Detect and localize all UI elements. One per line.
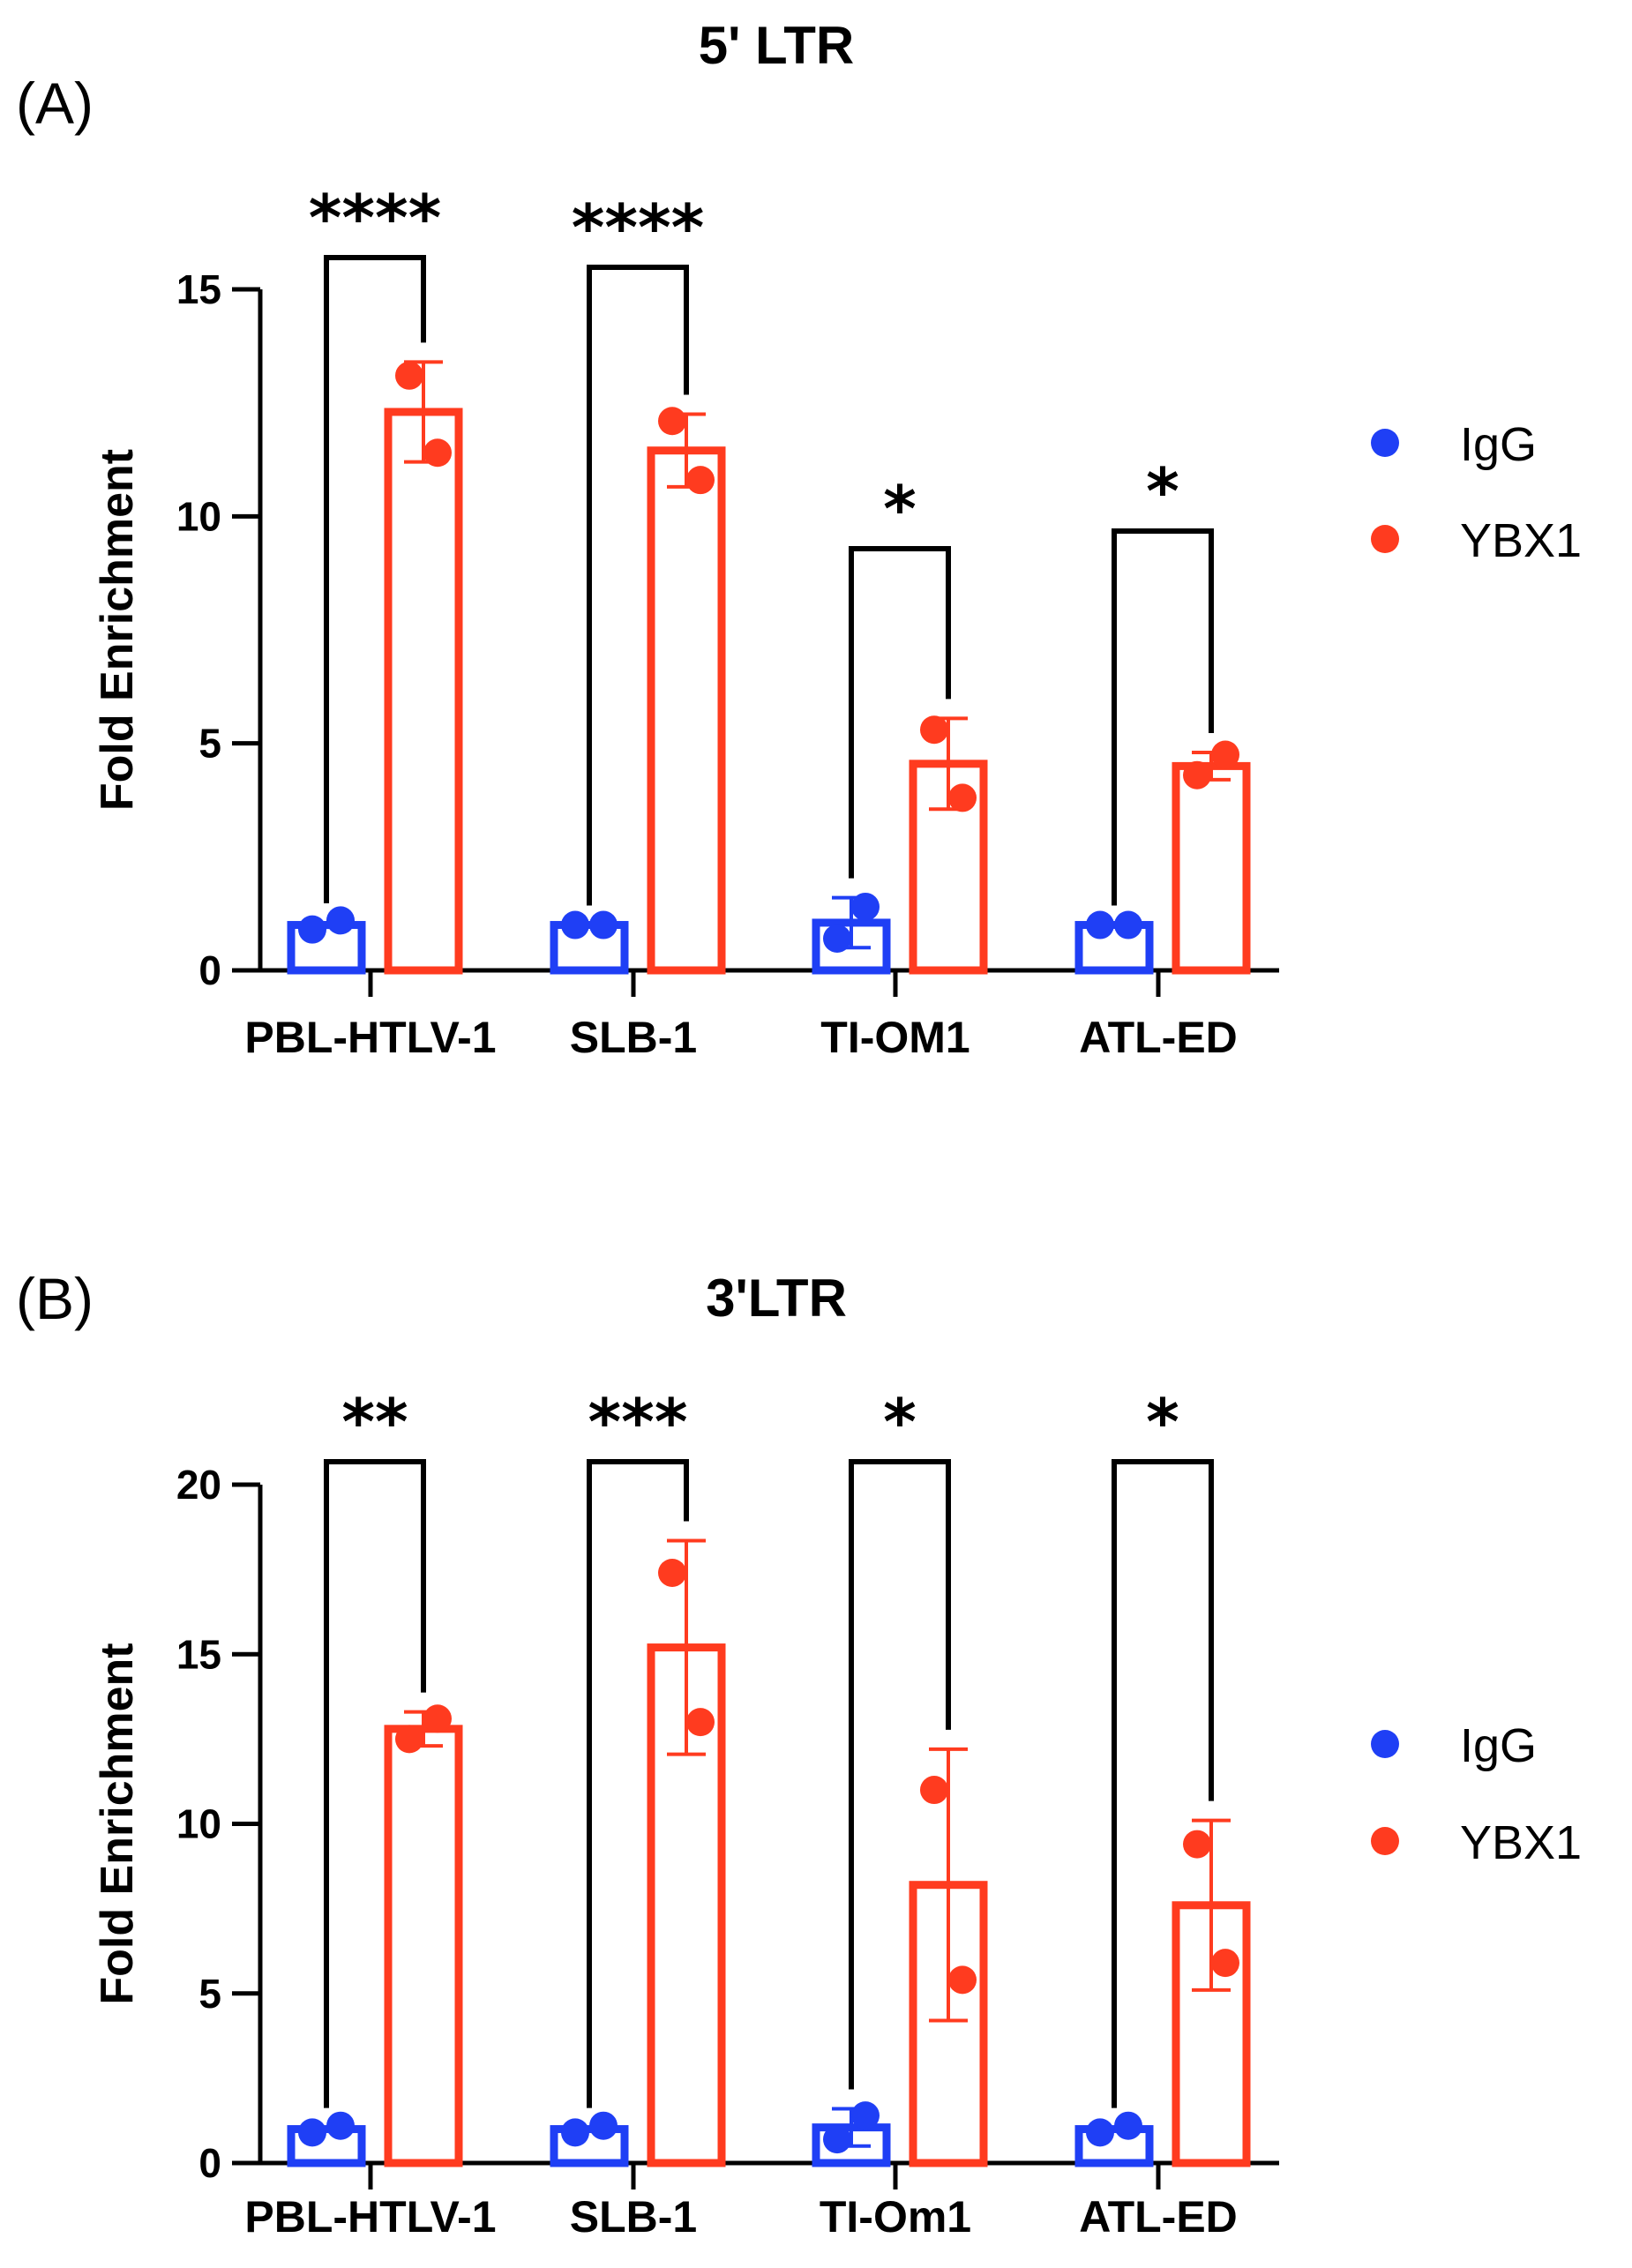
panel-a-igg-point xyxy=(851,892,880,921)
panel-b-y-tick-label: 15 xyxy=(176,1631,221,1677)
panel-b-significance-label: * xyxy=(883,1385,917,1459)
panel-b-significance-label: * xyxy=(1146,1385,1179,1459)
panel-b-ybx1-bar xyxy=(647,1643,726,2167)
panel-b-ybx1-point xyxy=(423,1704,452,1733)
panel-b-category-label: ATL-ED xyxy=(1079,2192,1238,2242)
panel-a-category-label: TI-OM1 xyxy=(820,1013,969,1062)
panel-a-category-label: PBL-HTLV-1 xyxy=(244,1013,496,1062)
panel-a-igg-point xyxy=(326,906,355,935)
panel-b-igg-bar xyxy=(1074,2125,1154,2167)
panel-a-legend-marker-igg xyxy=(1371,429,1399,457)
panel-b-significance-label: *** xyxy=(588,1385,688,1459)
panel-b-igg-point xyxy=(1086,2118,1114,2147)
panel-b-igg-bar xyxy=(550,2125,629,2167)
panel-a-igg-point xyxy=(561,910,589,939)
panel-b-title: 3'LTR xyxy=(706,1269,847,1328)
panel-b-igg-point xyxy=(589,2111,618,2140)
panel-b-ybx1-point xyxy=(395,1725,423,1754)
panel-b-y-axis-label: Fold Enrichment xyxy=(92,1643,143,2004)
panel-b-igg-point xyxy=(326,2111,355,2140)
panel-a-ybx1-bar xyxy=(384,408,463,975)
panel-b-ybx1-point xyxy=(1211,1949,1239,1978)
panel-a-significance-label: * xyxy=(883,472,917,546)
panel-b-significance-bracket xyxy=(587,1459,689,2108)
panel-b-igg-point xyxy=(561,2118,589,2147)
panel-b-significance-label: ** xyxy=(341,1385,408,1459)
panel-b-y-tick-label: 20 xyxy=(176,1462,221,1508)
panel-a-significance-bracket xyxy=(324,255,426,903)
panel-a-ybx1-bar xyxy=(909,760,988,975)
panel-a-ybx1-bar xyxy=(647,446,726,975)
panel-a-ybx1-point xyxy=(395,361,423,390)
panel-b-igg-bar xyxy=(812,2123,891,2167)
panel-a-igg-bar xyxy=(287,921,366,975)
panel-a-y-tick-label: 0 xyxy=(198,947,221,993)
panel-b-category-label: SLB-1 xyxy=(570,2192,697,2242)
panel-a-ybx1-point xyxy=(1183,760,1211,790)
panel-b-ybx1-point xyxy=(920,1776,948,1805)
panel-a-igg-point xyxy=(298,915,326,944)
panel-b-legend-label-ybx1: YBX1 xyxy=(1460,1816,1582,1869)
panel-b-legend-marker-igg xyxy=(1371,1730,1399,1758)
panel-a: 5' LTR (A) 0 5 10 15 Fold Enrichment PBL-HTLV-1… xyxy=(16,16,1582,1062)
panel-a-igg-point xyxy=(823,924,851,953)
panel-b-significance-bracket xyxy=(1112,1459,1214,2108)
panel-b-category-label: PBL-HTLV-1 xyxy=(244,2192,496,2242)
panel-a-igg-bar xyxy=(812,918,891,975)
panel-b-igg-bar xyxy=(287,2125,366,2167)
panel-b-y-tick-label: 5 xyxy=(198,1971,221,2017)
panel-a-ybx1-point xyxy=(1211,740,1239,769)
panel-a-y-tick-label: 5 xyxy=(198,721,221,767)
panel-a-igg-point xyxy=(1114,910,1142,939)
panel-a-y-tick-label: 15 xyxy=(176,266,221,312)
panel-b-y-tick-label: 10 xyxy=(176,1801,221,1847)
panel-b-igg-point xyxy=(298,2118,326,2147)
panel-a-legend-marker-ybx1 xyxy=(1371,525,1399,553)
panel-a-significance-bracket xyxy=(849,546,951,879)
panel-a-ybx1-point xyxy=(658,407,686,436)
panel-a-igg-point xyxy=(589,910,618,939)
panel-b-legend-marker-ybx1 xyxy=(1371,1827,1399,1855)
panel-a-ybx1-point xyxy=(920,715,948,745)
panel-a-significance-bracket xyxy=(1112,528,1214,906)
panel-b-ybx1-point xyxy=(1183,1830,1211,1859)
panel-a-significance-label: **** xyxy=(309,181,442,255)
panel-a-legend-label-igg: IgG xyxy=(1460,418,1537,471)
panel-b: 3'LTR (B) 0 5 10 15 20 Fold Enrichment PBL-HTLV-… xyxy=(16,1266,1582,2242)
panel-b-significance-bracket xyxy=(324,1459,426,2108)
panel-a-y-axis-label: Fold Enrichment xyxy=(92,449,143,811)
panel-b-ybx1-point xyxy=(686,1708,715,1737)
panel-a-significance-label: * xyxy=(1146,454,1179,528)
panel-b-ybx1-bar xyxy=(384,1725,463,2167)
panel-a-legend-label-ybx1: YBX1 xyxy=(1460,514,1582,567)
panel-b-category-label: TI-Om1 xyxy=(820,2192,971,2242)
panel-b-igg-point xyxy=(851,2101,880,2130)
panel-a-significance-label: **** xyxy=(572,191,705,265)
panel-a-ybx1-point xyxy=(686,466,715,495)
panel-a-title: 5' LTR xyxy=(699,16,854,75)
panel-b-legend-label-igg: IgG xyxy=(1460,1719,1537,1772)
panel-a-category-label: SLB-1 xyxy=(570,1013,697,1062)
panel-a-y-tick-label: 10 xyxy=(176,493,221,539)
panel-a-ybx1-point xyxy=(948,783,977,812)
panel-a-label: (A) xyxy=(16,71,94,136)
panel-b-ybx1-point xyxy=(948,1965,977,1995)
panel-b-y-tick-label: 0 xyxy=(198,2140,221,2186)
panel-b-label: (B) xyxy=(16,1266,94,1331)
panel-b-ybx1-point xyxy=(658,1558,686,1587)
panel-a-ybx1-point xyxy=(423,438,452,468)
panel-a-category-label: ATL-ED xyxy=(1079,1013,1238,1062)
panel-b-igg-point xyxy=(1114,2111,1142,2140)
panel-b-significance-bracket xyxy=(849,1459,951,2090)
panel-b-igg-point xyxy=(823,2125,851,2154)
panel-b-ybx1-bar xyxy=(1172,1901,1251,2167)
panel-a-ybx1-bar xyxy=(1172,761,1251,975)
panel-b-ybx1-bar xyxy=(909,1881,988,2167)
panel-a-igg-point xyxy=(1086,910,1114,939)
panel-a-significance-bracket xyxy=(587,265,689,906)
